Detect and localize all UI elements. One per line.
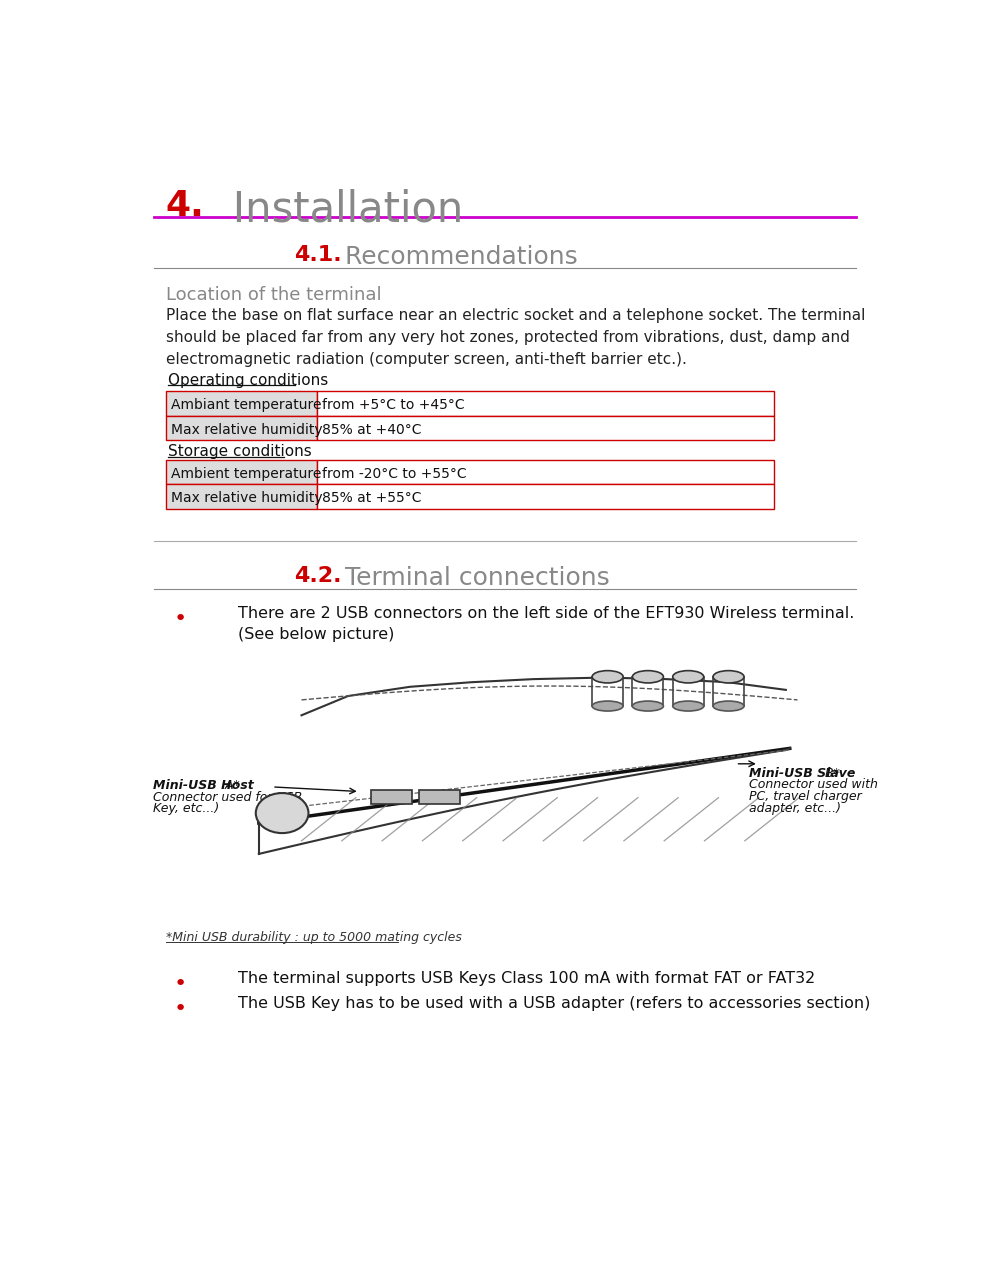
Text: 85% at +55°C: 85% at +55°C <box>321 491 421 506</box>
Text: Operating conditions: Operating conditions <box>169 372 328 387</box>
Text: There are 2 USB connectors on the left side of the EFT930 Wireless terminal.
(Se: There are 2 USB connectors on the left s… <box>238 606 854 642</box>
Bar <box>372 790 411 804</box>
Bar <box>317 416 774 440</box>
Ellipse shape <box>713 701 744 711</box>
Ellipse shape <box>632 671 664 683</box>
Text: Storage conditions: Storage conditions <box>169 444 312 459</box>
Bar <box>317 391 774 416</box>
Text: Installation: Installation <box>193 189 463 231</box>
Text: from -20°C to +55°C: from -20°C to +55°C <box>321 467 466 481</box>
Bar <box>166 459 317 484</box>
Text: *Mini USB durability : up to 5000 mating cycles: *Mini USB durability : up to 5000 mating… <box>166 931 461 944</box>
Ellipse shape <box>632 701 664 711</box>
Bar <box>317 459 774 484</box>
Text: Connector used for USB: Connector used for USB <box>153 790 302 803</box>
Text: Terminal connections: Terminal connections <box>328 566 609 590</box>
Bar <box>419 790 459 804</box>
Text: •: • <box>174 974 187 994</box>
Text: The USB Key has to be used with a USB adapter (refers to accessories section): The USB Key has to be used with a USB ad… <box>238 996 871 1011</box>
Text: Key, etc...): Key, etc...) <box>153 802 219 815</box>
Text: •: • <box>174 998 187 1019</box>
Text: The terminal supports USB Keys Class 100 mA with format FAT or FAT32: The terminal supports USB Keys Class 100… <box>238 971 815 985</box>
Text: 4.2.: 4.2. <box>294 566 341 586</box>
Text: from +5°C to +45°C: from +5°C to +45°C <box>321 398 464 412</box>
Text: Max relative humidity: Max relative humidity <box>171 491 322 506</box>
Ellipse shape <box>593 701 623 711</box>
Text: Ambient temperature: Ambient temperature <box>171 467 320 481</box>
Text: PC, travel charger: PC, travel charger <box>749 790 862 803</box>
Text: Max relative humidity: Max relative humidity <box>171 422 322 436</box>
Text: B*: B* <box>820 767 840 780</box>
Bar <box>166 484 317 509</box>
Text: 4.1.: 4.1. <box>294 245 341 264</box>
Text: Connector used with: Connector used with <box>749 779 879 792</box>
Text: 85% at +40°C: 85% at +40°C <box>321 422 421 436</box>
Text: Mini-USB Slave: Mini-USB Slave <box>749 767 856 780</box>
Ellipse shape <box>672 671 704 683</box>
Ellipse shape <box>672 701 704 711</box>
Bar <box>166 416 317 440</box>
Text: Recommendations: Recommendations <box>328 245 578 269</box>
Bar <box>166 391 317 416</box>
Text: Mini-USB Host: Mini-USB Host <box>153 779 253 792</box>
Ellipse shape <box>593 671 623 683</box>
Ellipse shape <box>255 793 309 833</box>
Text: adapter, etc...): adapter, etc...) <box>749 802 841 815</box>
Text: Location of the terminal: Location of the terminal <box>166 286 382 304</box>
Bar <box>317 484 774 509</box>
Text: Ambiant temperature: Ambiant temperature <box>171 398 321 412</box>
Text: •: • <box>174 609 187 629</box>
Text: A*: A* <box>221 779 240 792</box>
Ellipse shape <box>713 671 744 683</box>
Text: 4.: 4. <box>166 189 205 223</box>
Text: Place the base on flat surface near an electric socket and a telephone socket. T: Place the base on flat surface near an e… <box>166 308 866 367</box>
